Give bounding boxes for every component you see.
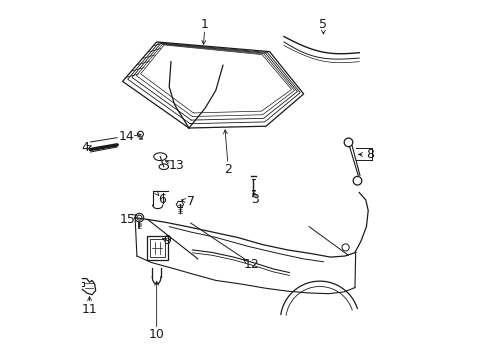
Bar (147, 236, 167, 260)
Circle shape (137, 131, 143, 137)
Text: 5: 5 (319, 18, 327, 31)
Text: 14: 14 (118, 130, 134, 144)
Text: 3: 3 (251, 193, 259, 206)
Text: 7: 7 (186, 195, 194, 208)
Text: 12: 12 (244, 258, 259, 271)
Text: 4: 4 (81, 141, 89, 154)
Text: 13: 13 (168, 159, 184, 172)
Text: 15: 15 (120, 213, 136, 226)
Text: 8: 8 (365, 148, 373, 161)
Text: 2: 2 (224, 163, 232, 176)
Text: 10: 10 (148, 328, 164, 341)
Text: 9: 9 (163, 234, 171, 247)
Text: 6: 6 (158, 193, 165, 206)
Bar (149, 239, 164, 257)
Text: 11: 11 (81, 303, 97, 316)
Text: 1: 1 (201, 18, 208, 31)
